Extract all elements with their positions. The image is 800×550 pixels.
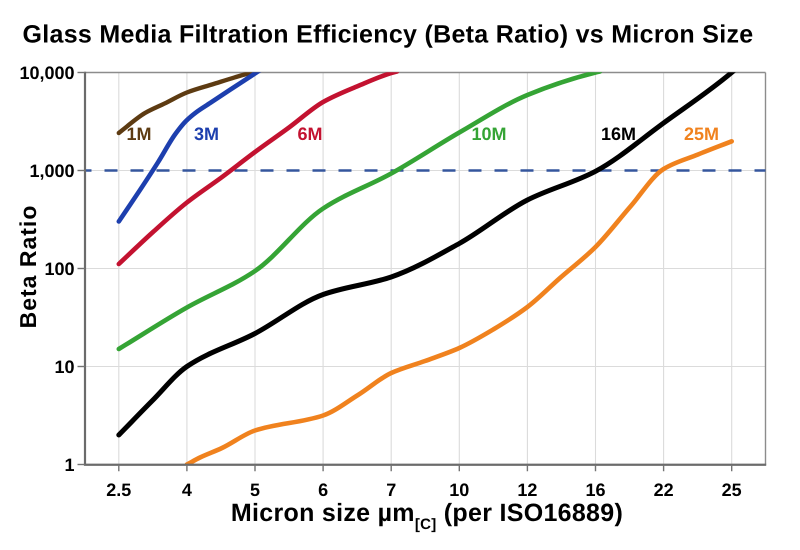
svg-text:3M: 3M: [194, 124, 219, 144]
svg-text:12: 12: [517, 480, 537, 500]
svg-text:2.5: 2.5: [106, 480, 131, 500]
svg-text:100: 100: [44, 259, 74, 279]
svg-text:16: 16: [585, 480, 605, 500]
svg-text:Glass Media Filtration Efficie: Glass Media Filtration Efficiency (Beta …: [23, 21, 754, 49]
svg-text:7: 7: [386, 480, 396, 500]
svg-text:10,000: 10,000: [19, 63, 74, 83]
svg-text:10M: 10M: [471, 124, 506, 144]
svg-text:6M: 6M: [297, 124, 322, 144]
svg-text:10: 10: [54, 357, 74, 377]
svg-text:1M: 1M: [126, 124, 151, 144]
svg-text:16M: 16M: [601, 124, 636, 144]
svg-text:25M: 25M: [684, 124, 719, 144]
svg-text:Beta Ratio: Beta Ratio: [15, 205, 41, 329]
svg-text:6: 6: [318, 480, 328, 500]
svg-text:4: 4: [182, 480, 192, 500]
svg-text:10: 10: [449, 480, 469, 500]
svg-text:5: 5: [250, 480, 260, 500]
svg-text:1: 1: [64, 455, 74, 475]
svg-text:1,000: 1,000: [29, 161, 74, 181]
svg-text:22: 22: [654, 480, 674, 500]
svg-text:25: 25: [722, 480, 742, 500]
